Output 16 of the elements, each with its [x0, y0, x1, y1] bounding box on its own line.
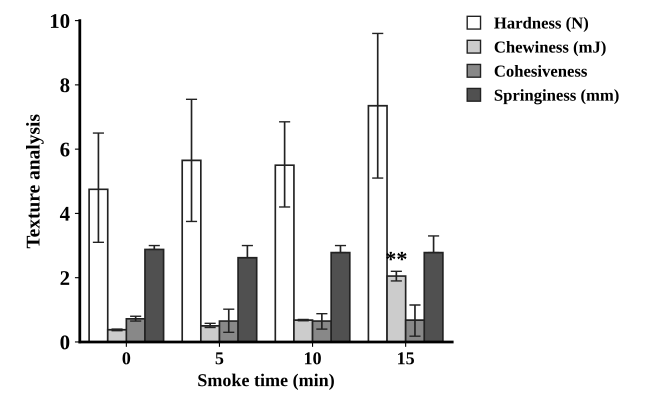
- legend-label: Chewiness (mJ): [494, 40, 606, 56]
- y-tick-label: 2: [60, 271, 70, 285]
- legend-label: Cohesiveness: [494, 65, 587, 77]
- y-tick-label: 8: [60, 78, 70, 92]
- y-tick-label: 0: [60, 335, 70, 350]
- x-tick-label: 10: [304, 352, 321, 364]
- legend-label: Springiness (mm): [494, 89, 619, 104]
- y-tick-label: 10: [50, 14, 70, 28]
- y-tick-label: 4: [60, 206, 70, 221]
- y-axis-title: Texture analysis: [26, 114, 44, 248]
- x-axis-title: Smoke time (min): [198, 374, 334, 390]
- x-tick-label: 5: [216, 352, 224, 364]
- x-tick-label: 0: [122, 352, 130, 364]
- y-tick-label: 6: [60, 142, 70, 157]
- legend-label: Hardness (N): [494, 16, 588, 32]
- x-tick-label: 15: [398, 352, 414, 364]
